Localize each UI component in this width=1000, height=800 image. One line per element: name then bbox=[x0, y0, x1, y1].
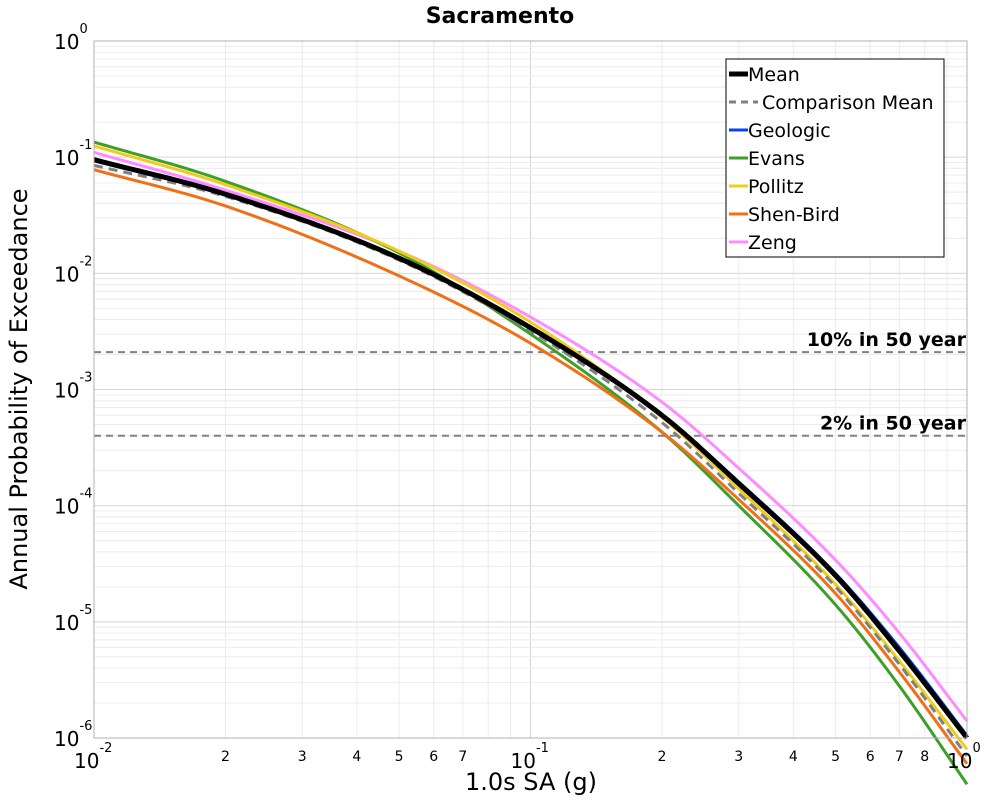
x-minor-tick-label: 4 bbox=[789, 749, 798, 765]
legend-label: Evans bbox=[748, 148, 805, 170]
x-minor-tick-label: 3 bbox=[298, 749, 307, 765]
legend-label: Geologic bbox=[748, 120, 831, 142]
reference-line-label: 2% in 50 year bbox=[820, 413, 967, 435]
x-minor-tick-label: 5 bbox=[395, 749, 404, 765]
x-minor-tick-label: 6 bbox=[429, 749, 438, 765]
x-minor-tick-label: 4 bbox=[352, 749, 361, 765]
series-line-shen-bird bbox=[93, 168, 969, 765]
x-axis-title: 1.0s SA (g) bbox=[465, 768, 597, 796]
x-minor-tick-label: 7 bbox=[895, 749, 904, 765]
legend-label: Shen-Bird bbox=[748, 204, 840, 226]
x-major-tick-label: 100 bbox=[947, 741, 981, 773]
x-minor-tick-label: 7 bbox=[458, 749, 467, 765]
x-minor-tick-label: 2 bbox=[657, 749, 666, 765]
y-major-tick-label: 10-1 bbox=[54, 138, 92, 170]
x-minor-tick-label: 2 bbox=[221, 749, 230, 765]
y-axis-title: Annual Probability of Exceedance bbox=[5, 188, 33, 589]
chart-title: Sacramento bbox=[426, 4, 575, 29]
x-minor-tick-label: 5 bbox=[831, 749, 840, 765]
grid bbox=[93, 41, 967, 739]
y-major-tick-label: 10-4 bbox=[54, 487, 92, 519]
legend-label: Pollitz bbox=[748, 176, 804, 198]
legend-box bbox=[725, 58, 945, 258]
y-major-tick-label: 10-2 bbox=[54, 254, 92, 286]
x-minor-tick-label: 6 bbox=[866, 749, 875, 765]
legend-label: Mean bbox=[748, 64, 800, 86]
y-major-tick-label: 100 bbox=[54, 22, 88, 54]
x-major-tick-label: 10-1 bbox=[511, 741, 549, 773]
x-major-tick-label: 10-2 bbox=[74, 741, 112, 773]
x-minor-tick-label: 3 bbox=[734, 749, 743, 765]
legend-label: Zeng bbox=[748, 232, 797, 254]
y-major-tick-label: 10-5 bbox=[54, 603, 92, 635]
legend-label: Comparison Mean bbox=[762, 92, 934, 114]
y-major-tick-label: 10-6 bbox=[54, 719, 92, 751]
reference-lines: 10% in 50 year 2% in 50 year bbox=[94, 329, 967, 437]
y-major-tick-label: 10-3 bbox=[54, 371, 92, 403]
plot-area-frame bbox=[93, 40, 968, 739]
reference-line-label: 10% in 50 year bbox=[807, 329, 967, 351]
x-minor-tick-label: 8 bbox=[920, 749, 929, 765]
series-line-mean bbox=[93, 157, 969, 740]
series-line-zeng bbox=[93, 150, 969, 722]
legend: Mean Comparison Mean Geologic Evans Pollitz S… bbox=[725, 58, 945, 258]
series-lines bbox=[93, 140, 969, 786]
